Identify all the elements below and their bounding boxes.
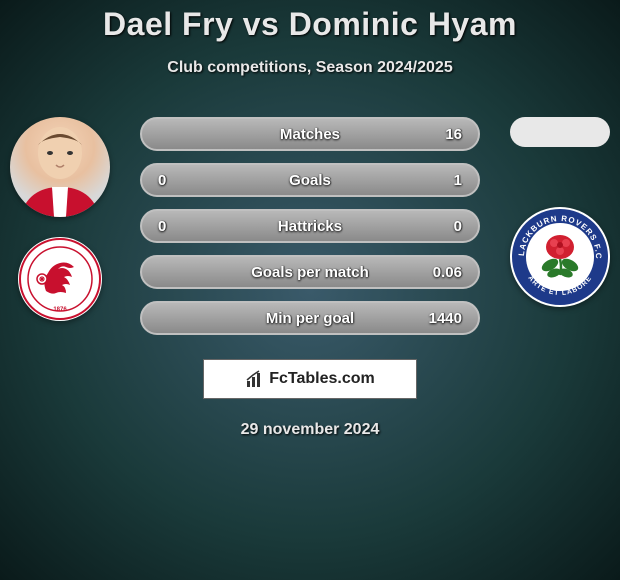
stat-label: Matches (280, 126, 340, 143)
svg-text:1876: 1876 (53, 307, 67, 313)
stat-label: Min per goal (266, 310, 354, 327)
player-left-avatar (10, 117, 110, 217)
stats-area: 1876 BLACKBURN ROVERS F.C. ARTE ET LABOR… (0, 117, 620, 335)
stats-rows: Matches 16 0 Goals 1 0 Hattricks 0 Goals… (140, 117, 480, 335)
left-player-column: 1876 (10, 117, 110, 321)
middlesbrough-crest-icon: 1876 (18, 237, 102, 321)
stat-row-min-per-goal: Min per goal 1440 (140, 301, 480, 335)
player-left-silhouette-icon (10, 117, 110, 217)
stat-label: Goals (289, 172, 331, 189)
bar-chart-icon (245, 369, 265, 389)
stat-label: Goals per match (251, 264, 369, 281)
stat-row-goals: 0 Goals 1 (140, 163, 480, 197)
stat-right-value: 0 (422, 218, 462, 235)
player-right-avatar-placeholder (510, 117, 610, 147)
subtitle: Club competitions, Season 2024/2025 (0, 59, 620, 77)
right-player-column: BLACKBURN ROVERS F.C. ARTE ET LABORE (510, 117, 610, 307)
stat-row-goals-per-match: Goals per match 0.06 (140, 255, 480, 289)
stat-right-value: 1440 (422, 310, 462, 327)
stat-left-value: 0 (158, 172, 198, 189)
player-left-club-crest: 1876 (18, 237, 102, 321)
stat-label: Hattricks (278, 218, 342, 235)
date-line: 29 november 2024 (0, 421, 620, 439)
blackburn-rovers-crest-icon: BLACKBURN ROVERS F.C. ARTE ET LABORE (510, 207, 610, 307)
fctables-logo-box[interactable]: FcTables.com (203, 359, 417, 399)
stat-row-hattricks: 0 Hattricks 0 (140, 209, 480, 243)
stat-left-value: 0 (158, 218, 198, 235)
stat-right-value: 16 (422, 126, 462, 143)
stat-right-value: 0.06 (422, 264, 462, 281)
player-right-club-crest: BLACKBURN ROVERS F.C. ARTE ET LABORE (510, 207, 610, 307)
fctables-logo-text: FcTables.com (269, 370, 375, 388)
page-title: Dael Fry vs Dominic Hyam (0, 0, 620, 43)
stat-row-matches: Matches 16 (140, 117, 480, 151)
stat-right-value: 1 (422, 172, 462, 189)
